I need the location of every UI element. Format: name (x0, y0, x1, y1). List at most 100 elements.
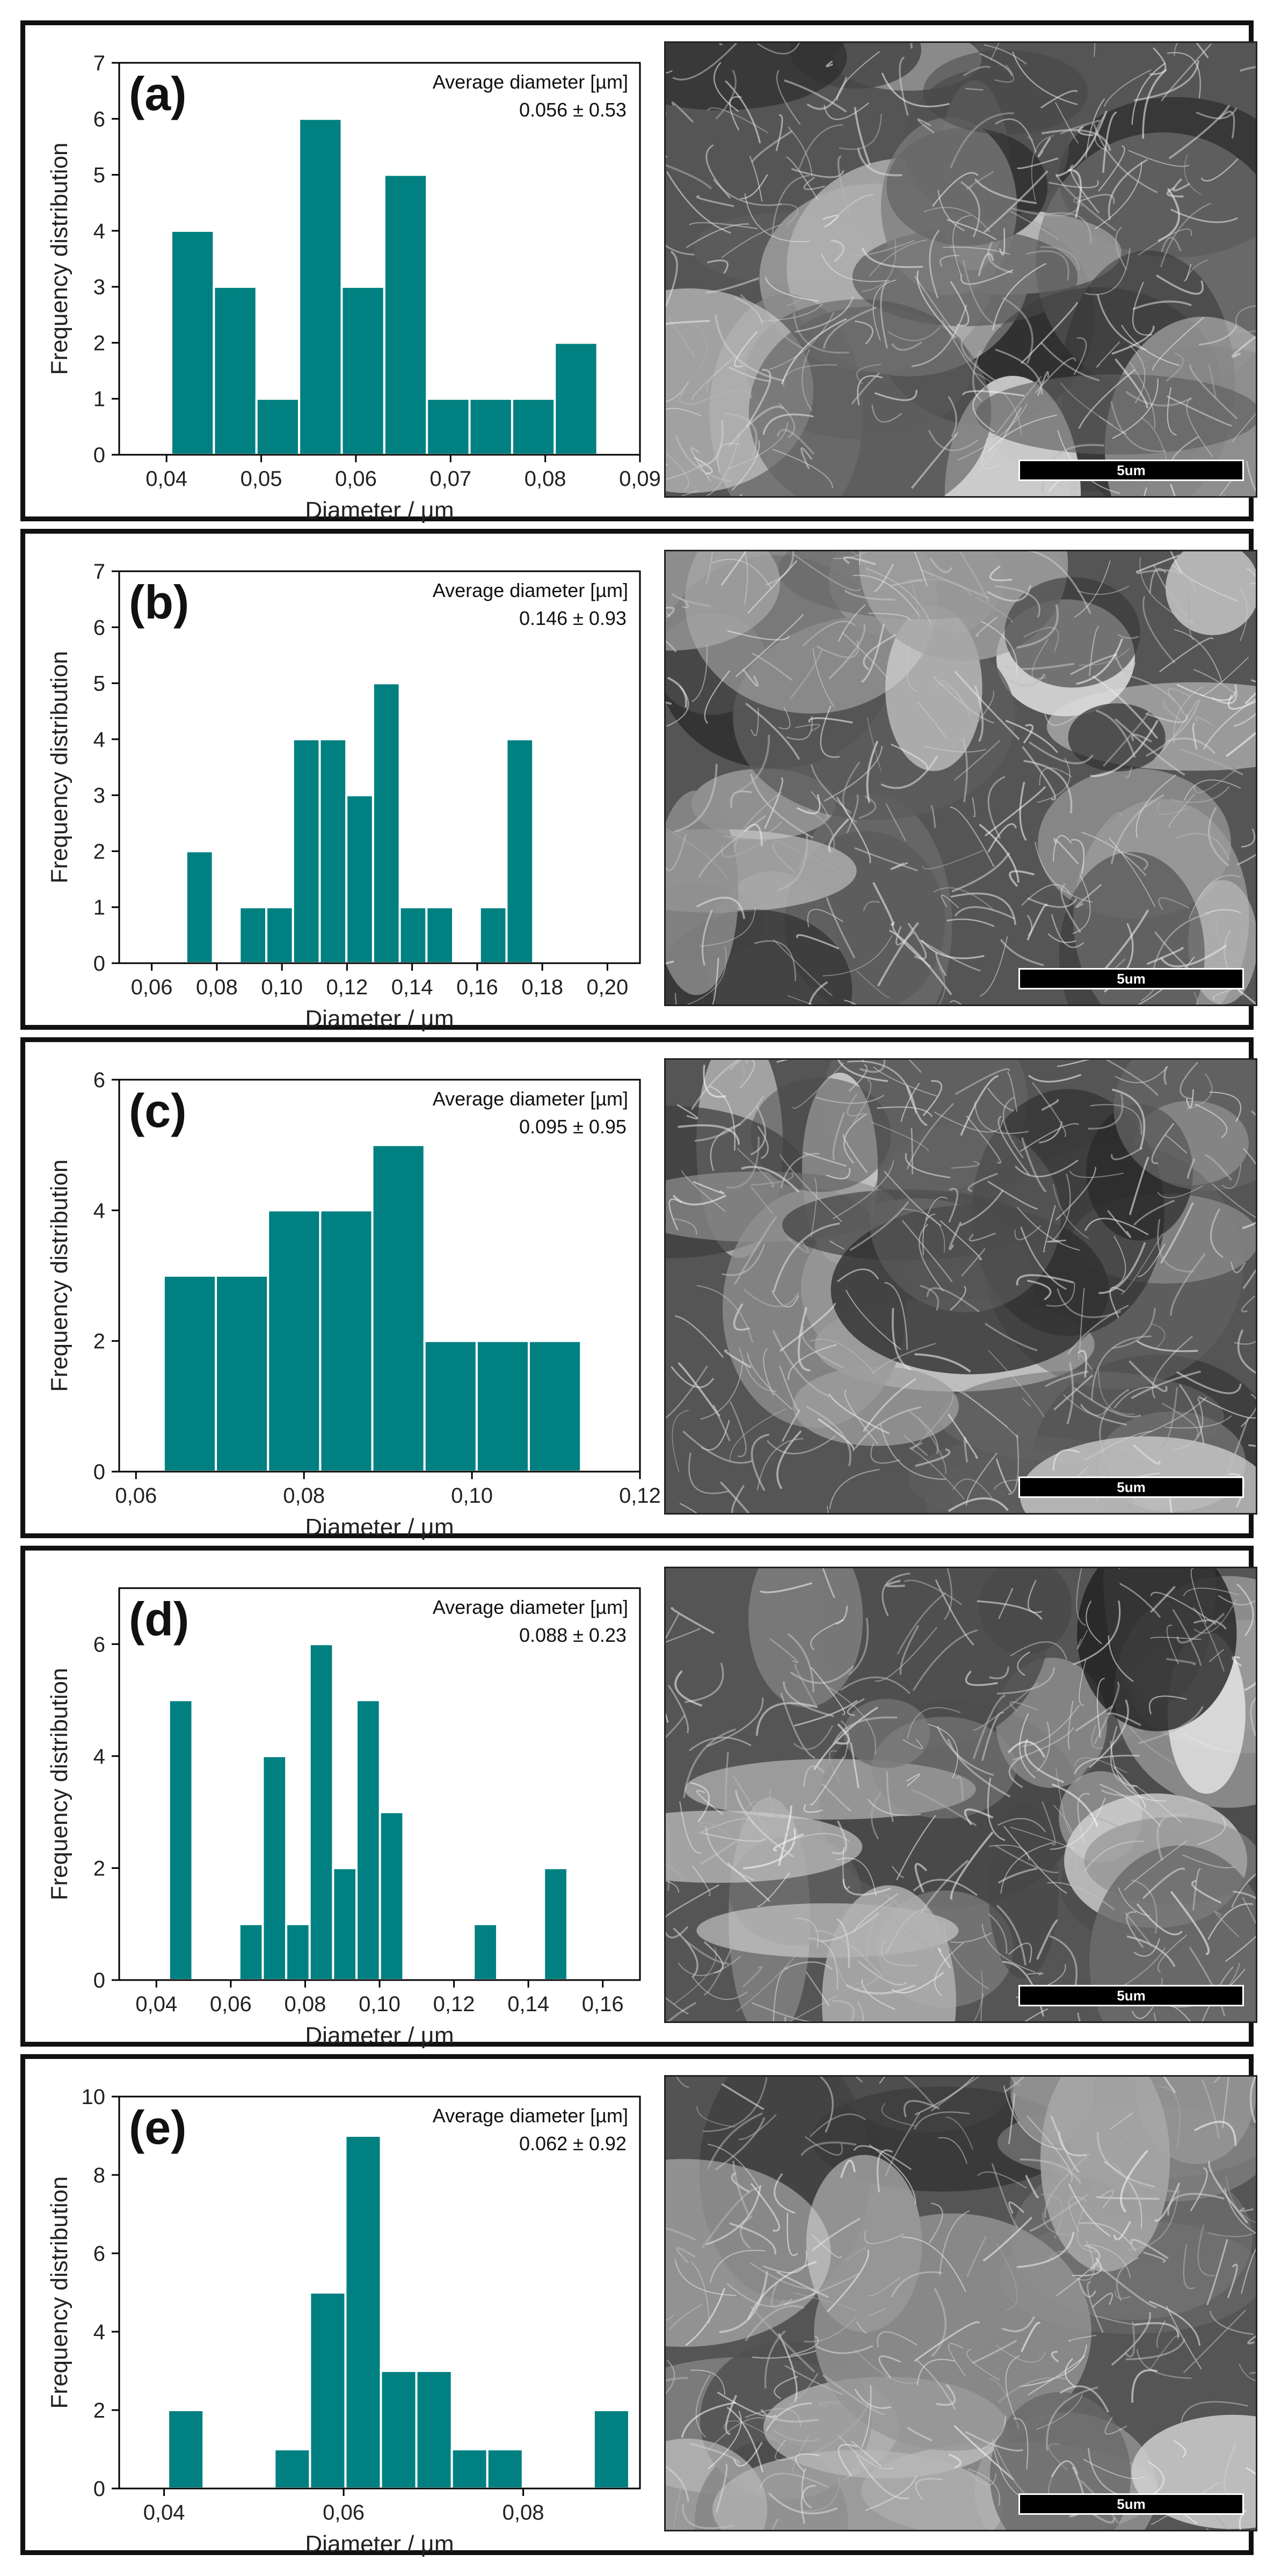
y-tick-label: 0 (93, 1969, 105, 1992)
x-tick-label: 0,20 (586, 976, 628, 999)
histogram-bar (398, 906, 428, 965)
histogram-bar (340, 286, 385, 456)
histogram-plot: 0,06 0,08 0,10 0,12 0 2 4 6 Diameter / µm Frequen… (46, 1068, 661, 1540)
x-tick-label: 0,12 (619, 1484, 661, 1508)
histogram-bar (592, 2409, 630, 2490)
y-tick-label: 8 (93, 2164, 105, 2187)
x-axis-label: Diameter / µm (305, 497, 454, 523)
histogram-bar (298, 118, 343, 456)
y-tick-label: 6 (93, 107, 105, 131)
histogram-bar (372, 682, 401, 965)
x-tick-label: 0,08 (283, 1484, 325, 1508)
histogram-bar (468, 397, 513, 456)
x-tick-label: 0,14 (507, 1992, 549, 2016)
y-axis-label: Frequency distribution (46, 2177, 72, 2409)
plot-frame (118, 1079, 641, 1473)
histogram-bar (215, 1275, 270, 1473)
average-diameter-title: Average diameter [µm] (433, 579, 628, 601)
x-axis-label: Diameter / µm (305, 2022, 454, 2049)
y-tick-label: 2 (93, 331, 105, 355)
average-diameter-value: 0.062 ± 0.92 (519, 2133, 627, 2155)
x-tick-label: 0,06 (335, 467, 377, 491)
y-tick-label: 10 (82, 2085, 106, 2109)
sem-texture (666, 551, 1256, 1005)
histogram-plot: 0,06 0,08 0,10 0,12 0,14 0,16 0,18 0,20 0 1 2 3 4 5 6 7… (46, 560, 641, 1032)
x-tick-label: 0,06 (210, 1992, 252, 2016)
x-tick-label: 0,06 (131, 976, 173, 999)
x-tick-label: 0,04 (135, 1992, 177, 2016)
x-tick-label: 0,07 (429, 467, 471, 491)
x-tick-label: 0,10 (359, 1992, 401, 2016)
histogram-bar (308, 1643, 334, 1982)
x-tick-label: 0,14 (391, 976, 433, 999)
histogram-bar (450, 2448, 489, 2490)
figure-panel: 0,04 0,05 0,06 0,07 0,08 0,09 0 1 2 3 4 5 6 7 Diameter… (20, 20, 1257, 523)
histogram-bar (423, 1340, 478, 1473)
plot-frame (118, 570, 641, 964)
x-tick-label: 0,10 (261, 976, 303, 999)
histogram-bar (285, 1923, 311, 1982)
histogram-bar (383, 173, 428, 456)
histogram-bar (426, 397, 471, 456)
sem-texture (666, 43, 1256, 496)
y-tick-label: 6 (93, 1633, 105, 1656)
histogram-bar (344, 2135, 382, 2490)
scale-bar: 5um (1018, 1476, 1244, 1498)
y-tick-label: 5 (93, 164, 105, 187)
panel-label: (a) (129, 67, 187, 120)
y-tick-label: 2 (93, 2399, 105, 2422)
y-tick-label: 1 (93, 388, 105, 411)
histogram-bar (170, 229, 215, 456)
figure-panel: 0,04 0,06 0,08 0 2 4 6 8 10 Diameter / µm Frequenc… (20, 2054, 1257, 2557)
average-diameter-title: Average diameter [µm] (433, 2105, 628, 2127)
y-axis-label: Frequency distribution (46, 143, 72, 375)
average-diameter-value: 0.146 ± 0.93 (519, 607, 627, 629)
sem-micrograph: 5um (664, 2075, 1257, 2531)
plot-frame (118, 2095, 641, 2490)
y-tick-label: 0 (93, 952, 105, 976)
histogram-bar (162, 1275, 217, 1473)
sem-texture (666, 1568, 1256, 2021)
histogram-bar (528, 1340, 583, 1473)
sem-texture (666, 2077, 1256, 2530)
histogram-bar (168, 1699, 194, 1982)
average-diameter-value: 0.088 ± 0.23 (519, 1624, 627, 1646)
y-axis-label: Frequency distribution (46, 1668, 72, 1901)
histogram-bar (475, 1340, 530, 1473)
x-tick-label: 0,12 (433, 1992, 475, 2016)
panel-label: (e) (129, 2101, 187, 2154)
sem-micrograph: 5um (664, 550, 1257, 1006)
x-tick-label: 0,18 (521, 976, 563, 999)
y-tick-label: 4 (93, 2320, 105, 2344)
average-diameter-value: 0.095 ± 0.95 (519, 1116, 627, 1138)
x-tick-label: 0,04 (143, 2501, 185, 2524)
x-axis-label: Diameter / µm (305, 1006, 454, 1032)
panel-label: (c) (129, 1084, 187, 1137)
histogram-bar (378, 1811, 405, 1981)
histogram-bar (554, 341, 599, 456)
x-tick-label: 0,09 (619, 467, 661, 491)
x-axis-label: Diameter / µm (305, 1514, 454, 1540)
histogram-bar (213, 286, 258, 456)
x-tick-label: 0,04 (145, 467, 187, 491)
histogram-bar (543, 1867, 569, 1982)
histogram-bar (238, 1923, 264, 1982)
x-tick-label: 0,08 (503, 2501, 544, 2524)
y-tick-label: 6 (93, 616, 105, 639)
sem-micrograph: 5um (664, 1058, 1257, 1515)
scale-bar: 5um (1018, 2493, 1244, 2515)
panel-label: (b) (129, 576, 189, 629)
y-tick-label: 7 (93, 52, 105, 75)
histogram-bar (261, 1755, 288, 1981)
x-tick-label: 0,16 (456, 976, 498, 999)
x-tick-label: 0,12 (326, 976, 368, 999)
histogram-bar (511, 397, 556, 456)
plot-frame (118, 62, 641, 456)
y-tick-label: 7 (93, 560, 105, 584)
histogram-bar (318, 738, 348, 964)
x-tick-label: 0,06 (115, 1484, 157, 1508)
y-tick-label: 4 (93, 220, 105, 243)
average-diameter-title: Average diameter [µm] (433, 1088, 628, 1110)
histogram-bar (255, 397, 301, 456)
sem-texture (666, 1060, 1256, 1513)
